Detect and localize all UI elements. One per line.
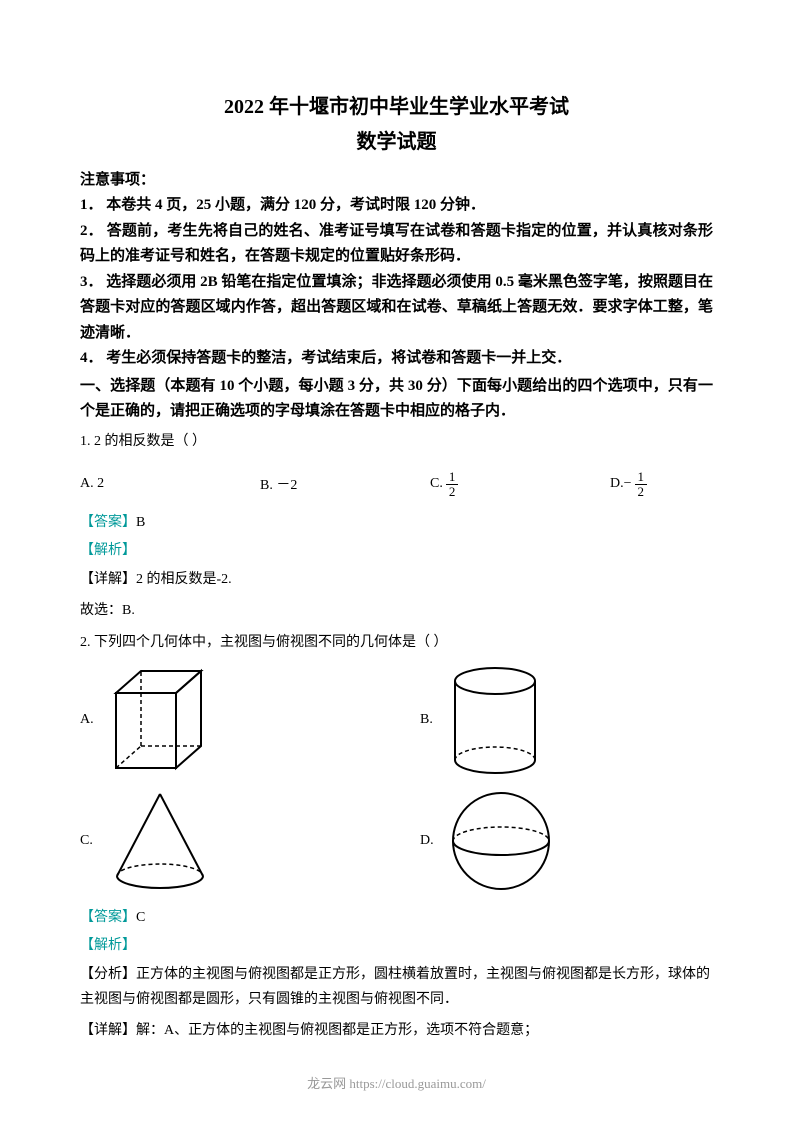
notice-item-3: 3． 选择题必须用 2B 铅笔在指定位置填涂；非选择题必须使用 0.5 毫米黑色… xyxy=(80,270,713,347)
cylinder-icon xyxy=(445,663,545,778)
answer-tag-2: 【答案】 xyxy=(80,910,136,925)
q1-detail: 【详解】2 的相反数是-2. xyxy=(80,567,713,592)
q2-analysis-label: 【解析】 xyxy=(80,934,713,954)
q1-c-prefix: C. xyxy=(430,476,443,492)
q1-option-b: B. －2 xyxy=(260,474,430,494)
q2-text: 2. 下列四个几何体中，主视图与俯视图不同的几何体是（ ） xyxy=(80,630,713,655)
section-header: 一、选择题（本题有 10 个小题，每小题 3 分，共 30 分）下面每小题给出的… xyxy=(80,374,713,425)
q1-c-num: 1 xyxy=(446,470,459,485)
q1-text: 1. 2 的相反数是（ ） xyxy=(80,429,713,454)
q1-d-neg: − xyxy=(624,476,632,492)
footer-link: 龙云网 https://cloud.guaimu.com/ xyxy=(0,1073,793,1092)
q1-answer-value: B xyxy=(136,515,145,530)
notice-header: 注意事项： xyxy=(80,168,713,189)
q2-label-a: A. xyxy=(80,712,94,728)
answer-tag: 【答案】 xyxy=(80,515,136,530)
q2-option-d: D. xyxy=(420,786,713,896)
q1-options: A. 2 B. －2 C. 1 2 D. − 1 2 xyxy=(80,470,713,500)
exam-title-sub: 数学试题 xyxy=(80,125,713,154)
cube-icon xyxy=(106,663,216,778)
q1-d-num: 1 xyxy=(635,470,648,485)
sphere-icon xyxy=(446,786,556,896)
q2-option-a: A. xyxy=(80,663,420,778)
q1-d-fraction: 1 2 xyxy=(635,470,648,500)
notice-item-2: 2． 答题前，考生先将自己的姓名、准考证号填写在试卷和答题卡指定的位置，并认真核… xyxy=(80,219,713,270)
q1-option-a: A. 2 xyxy=(80,476,260,492)
q2-option-c: C. xyxy=(80,786,420,896)
q2-label-d: D. xyxy=(420,833,434,849)
q2-options-row2: C. D. xyxy=(80,786,713,896)
q1-answer-label: 【答案】B xyxy=(80,511,713,531)
cone-icon xyxy=(105,786,215,896)
q2-answer-value: C xyxy=(136,910,145,925)
q2-detail: 【详解】解：A、正方体的主视图与俯视图都是正方形，选项不符合题意； xyxy=(80,1018,713,1043)
q2-options-row1: A. B. xyxy=(80,663,713,778)
q2-label-b: B. xyxy=(420,712,433,728)
q1-c-fraction: 1 2 xyxy=(446,470,459,500)
exam-title-main: 2022 年十堰市初中毕业生学业水平考试 xyxy=(80,90,713,119)
q1-d-prefix: D. xyxy=(610,476,624,492)
q2-option-b: B. xyxy=(420,663,713,778)
q1-d-den: 2 xyxy=(635,485,648,499)
q2-answer-label: 【答案】C xyxy=(80,906,713,926)
q1-option-d: D. − 1 2 xyxy=(610,470,713,500)
q1-analysis-label: 【解析】 xyxy=(80,539,713,559)
q1-c-den: 2 xyxy=(446,485,459,499)
q2-analysis-text: 【分析】正方体的主视图与俯视图都是正方形，圆柱横着放置时，主视图与俯视图都是长方… xyxy=(80,962,713,1012)
notice-item-1: 1． 本卷共 4 页，25 小题，满分 120 分，考试时限 120 分钟． xyxy=(80,193,713,219)
notice-item-4: 4． 考生必须保持答题卡的整洁，考试结束后，将试卷和答题卡一并上交． xyxy=(80,346,713,372)
q2-label-c: C. xyxy=(80,833,93,849)
q1-conclusion: 故选：B. xyxy=(80,598,713,623)
q1-option-c: C. 1 2 xyxy=(430,470,610,500)
